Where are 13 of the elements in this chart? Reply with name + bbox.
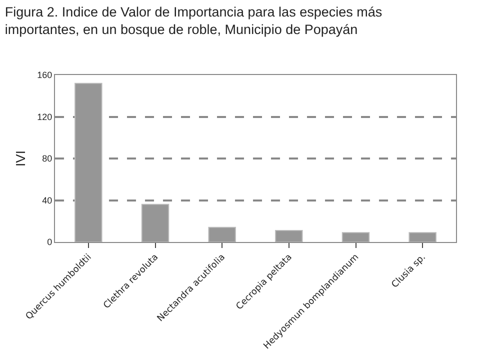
bar	[275, 230, 303, 242]
bar	[342, 232, 370, 242]
y-tick-label: 120	[37, 112, 52, 122]
y-tick-label: 40	[42, 195, 52, 206]
y-tick-label: 0	[47, 237, 52, 248]
bar	[141, 204, 170, 242]
y-tick-label: 80	[42, 154, 52, 164]
y-tick-label: 160	[37, 70, 52, 80]
chart-title: Figura 2. Indice de Valor de Importancia para las especies más importantes, en un bosque de roble, Municipio de Popayán	[4, 4, 382, 37]
bar	[208, 226, 236, 242]
y-axis-title: IVI	[13, 150, 28, 166]
bar	[408, 232, 436, 242]
bar	[74, 82, 102, 242]
